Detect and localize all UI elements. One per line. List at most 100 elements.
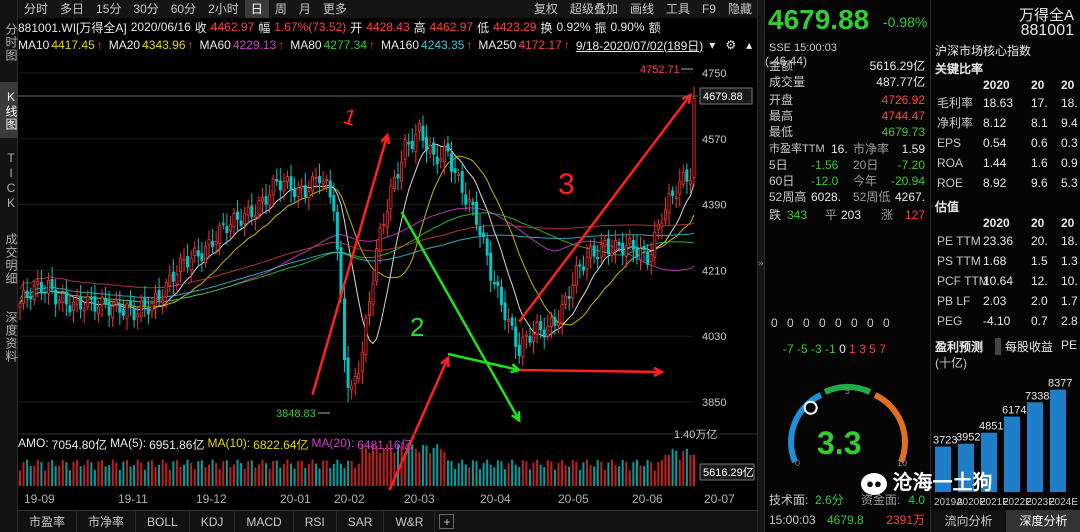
add-indicator-button[interactable]: + — [439, 514, 455, 529]
volume-bar — [150, 460, 153, 486]
tab-flow-analysis[interactable]: 流向分析 — [931, 510, 1006, 532]
candle-body — [639, 248, 643, 261]
period-15min[interactable]: 15分 — [96, 2, 122, 16]
candle-body — [606, 238, 610, 255]
nav-depth[interactable]: 深度资料 — [4, 311, 18, 363]
f9-button[interactable]: F9 — [701, 2, 716, 16]
period-monthly[interactable]: 月 — [298, 2, 311, 16]
ratio-value: 1.6 — [1031, 156, 1048, 170]
nav-kline[interactable]: K线图 — [0, 82, 18, 138]
volume-bar — [268, 468, 271, 486]
nav-trade-detail[interactable]: 成交明细 — [4, 233, 18, 285]
indicator-wr[interactable]: W&R — [384, 511, 436, 532]
settings-gear-icon[interactable]: ⚙ — [725, 38, 737, 52]
draw-line-button[interactable]: 画线 — [629, 2, 654, 16]
period-weekly[interactable]: 周 — [274, 2, 287, 16]
candle-body — [671, 190, 675, 197]
valuation-title: 估值 — [935, 200, 960, 214]
indicator-sar[interactable]: SAR — [337, 511, 385, 532]
volume-bar — [372, 445, 375, 486]
ratio-value: 17. — [1031, 96, 1048, 110]
candle-body — [175, 274, 179, 285]
kline-chart[interactable]: 4750 4570 4390 4210 4030 3850 4752.71 3848.83… — [18, 54, 757, 490]
indicator-rsi[interactable]: RSI — [294, 511, 337, 532]
tab-depth-analysis[interactable]: 深度分析 — [1006, 510, 1080, 532]
volume-bar — [628, 470, 631, 486]
candle-body — [539, 321, 543, 330]
period-intraday[interactable]: 分时 — [24, 2, 49, 16]
period-daily[interactable]: 日 — [244, 0, 269, 18]
volume-bar — [621, 459, 624, 486]
candle-body — [232, 213, 236, 227]
wave-stroke — [447, 352, 520, 372]
indicator-macd[interactable]: MACD — [235, 511, 294, 532]
candle-body — [300, 185, 304, 189]
candle-body — [278, 180, 282, 191]
candle-body — [139, 300, 143, 318]
candle-body — [574, 265, 578, 287]
scale-tick: 0 — [839, 342, 846, 356]
ratio-value: 9.6 — [1031, 176, 1048, 190]
volume-bar — [404, 453, 407, 486]
score-breakdown: 技术面: 2.6分 资金面: 4.0 — [769, 492, 925, 508]
min-price-label: 3848.83 — [276, 408, 316, 420]
fund-value: 4.0 — [908, 493, 925, 507]
change-value: (-46.44) — [765, 54, 808, 68]
range-dropdown-icon[interactable]: ▾ — [709, 38, 716, 52]
indicator-pe[interactable]: 市盈率 — [18, 511, 78, 532]
candle-body — [489, 252, 493, 281]
wave-arrowhead — [653, 366, 665, 378]
quote-key: 最低 — [769, 125, 794, 139]
ratio-key: ROE — [937, 176, 964, 190]
valuation-key: PS TTM — [937, 254, 981, 268]
volume-bar — [300, 460, 303, 486]
period-30min[interactable]: 30分 — [133, 2, 159, 16]
collapse-up-icon[interactable]: ▴ — [746, 38, 753, 52]
flat-value: 203 — [841, 208, 862, 222]
volume-bar — [172, 461, 175, 486]
period-2hour[interactable]: 2小时 — [208, 2, 239, 16]
indicator-tabs: 市盈率 市净率 BOLL KDJ MACD RSI SAR W&R + — [18, 510, 758, 532]
period-more[interactable]: 更多 — [322, 2, 347, 16]
expand-arrow-icon[interactable]: » — [758, 258, 764, 269]
volume-bar — [68, 470, 71, 486]
tab-eps[interactable]: 每股收益 — [995, 338, 1053, 355]
valuation-value: 18. — [1061, 234, 1078, 248]
indicator-boll[interactable]: BOLL — [136, 511, 190, 532]
candle-body — [621, 242, 625, 255]
volume-bar — [72, 461, 75, 486]
hide-button[interactable]: 隐藏 — [727, 2, 752, 16]
profit-forecast-header: 盈利预测 每股收益 PE — [931, 336, 1080, 355]
volume-bar — [208, 464, 211, 486]
candle-body — [39, 281, 43, 294]
overlay-button[interactable]: 超级叠加 — [569, 2, 618, 16]
period-60min[interactable]: 60分 — [170, 2, 197, 16]
ma20-value: 4343.96 — [142, 38, 186, 52]
date-tick: 20-02 — [334, 492, 365, 506]
period-multiday[interactable]: 多日 — [60, 2, 85, 16]
gauge-arc-orange — [873, 392, 908, 464]
panel-splitter[interactable]: » — [757, 0, 765, 532]
volume-bar — [197, 461, 200, 486]
candle-body — [221, 223, 225, 226]
candle-body — [428, 145, 432, 154]
scale-tick: -3 — [811, 342, 822, 356]
volume-bar — [215, 462, 218, 486]
candle-body — [282, 181, 286, 191]
volume-bar — [136, 459, 139, 486]
candle-body — [125, 303, 129, 319]
volume-bar — [382, 448, 385, 486]
tab-pe[interactable]: PE — [1061, 338, 1078, 352]
candle-body — [47, 280, 51, 294]
volume-bar — [140, 462, 143, 486]
candle-body — [307, 191, 311, 198]
adjust-button[interactable]: 复权 — [533, 2, 558, 16]
indicator-pb[interactable]: 市净率 — [77, 511, 137, 532]
nav-intraday[interactable]: 分时图 — [4, 22, 18, 62]
indicator-kdj[interactable]: KDJ — [190, 511, 236, 532]
nav-tick[interactable]: TICK — [4, 151, 18, 211]
candle-body — [168, 274, 172, 286]
volume-bar — [407, 448, 410, 486]
tools-button[interactable]: 工具 — [665, 2, 690, 16]
profit-title[interactable]: 盈利预测 — [935, 340, 984, 354]
